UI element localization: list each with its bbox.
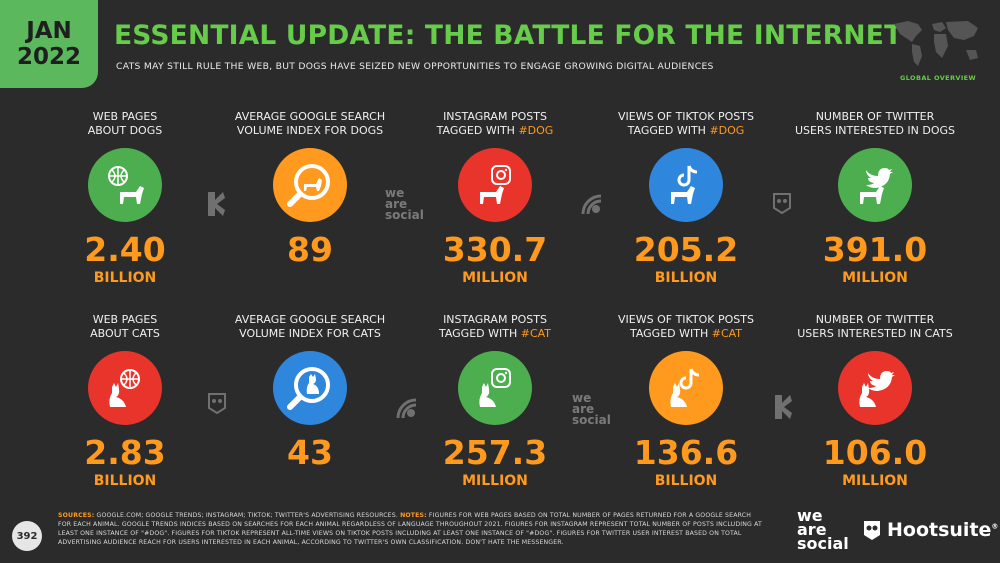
hootsuite-wordmark: Hootsuite® xyxy=(887,519,999,541)
page-subtitle: CATS MAY STILL RULE THE WEB, BUT DOGS HA… xyxy=(116,61,714,72)
stat-unit: BILLION xyxy=(93,270,157,286)
stat-tiktok-dogs: VIEWS OF TIKTOK POSTS TAGGED WITH #DOG 2… xyxy=(596,110,776,286)
stat-value: 136.6 xyxy=(633,433,739,472)
stat-label: AVERAGE GOOGLE SEARCH VOLUME INDEX FOR D… xyxy=(234,110,386,137)
footer-notes: SOURCES: GOOGLE.COM; GOOGLE TRENDS; INST… xyxy=(58,512,762,546)
stat-label: WEB PAGES ABOUT DOGS xyxy=(87,110,163,137)
stat-unit: BILLION xyxy=(93,473,157,489)
stat-label: INSTAGRAM POSTS TAGGED WITH #CAT xyxy=(438,313,552,340)
wearesocial-logo: we are social xyxy=(797,506,849,553)
stat-label: NUMBER OF TWITTER USERS INTERESTED IN CA… xyxy=(797,313,953,340)
twitter-dog-icon xyxy=(838,148,912,222)
tiktok-cat-icon xyxy=(649,351,723,425)
stat-unit: MILLION xyxy=(462,270,528,286)
stat-value: 106.0 xyxy=(822,433,928,472)
hootsuite-owl-separator-icon xyxy=(772,192,792,218)
dataportal-separator-icon xyxy=(580,193,604,221)
stat-instagram-dogs: INSTAGRAM POSTS TAGGED WITH #DOG 330.7 M… xyxy=(405,110,585,286)
stat-value: 205.2 xyxy=(633,230,739,269)
stat-unit: BILLION xyxy=(654,473,718,489)
globe-dog-icon xyxy=(88,148,162,222)
stat-google-index-dogs: AVERAGE GOOGLE SEARCH VOLUME INDEX FOR D… xyxy=(220,110,400,270)
stat-unit: MILLION xyxy=(842,270,908,286)
stat-google-index-cats: AVERAGE GOOGLE SEARCH VOLUME INDEX FOR C… xyxy=(220,313,400,473)
world-map-icon xyxy=(894,21,978,66)
stat-value: 2.40 xyxy=(84,230,166,269)
stat-value: 330.7 xyxy=(442,230,548,269)
twitter-cat-icon xyxy=(838,351,912,425)
kepios-separator-icon xyxy=(772,393,794,427)
hootsuite-owl-icon xyxy=(864,521,880,540)
magnifier-cat-icon xyxy=(273,351,347,425)
global-overview-label: GLOBAL OVERVIEW xyxy=(900,74,977,82)
wearesocial-separator-icon: we are social xyxy=(572,391,611,427)
stat-web-pages-cats: WEB PAGES ABOUT CATS 2.83 BILLION xyxy=(35,313,215,489)
page-title: ESSENTIAL UPDATE: THE BATTLE FOR THE INT… xyxy=(114,20,903,51)
stat-label: VIEWS OF TIKTOK POSTS TAGGED WITH #CAT xyxy=(618,313,754,340)
stat-web-pages-dogs: WEB PAGES ABOUT DOGS 2.40 BILLION xyxy=(35,110,215,286)
stat-tiktok-cats: VIEWS OF TIKTOK POSTS TAGGED WITH #CAT 1… xyxy=(596,313,776,489)
wearesocial-separator-icon: we are social xyxy=(385,186,424,222)
stat-label: VIEWS OF TIKTOK POSTS TAGGED WITH #DOG xyxy=(618,110,754,137)
tiktok-dog-icon xyxy=(649,148,723,222)
stat-unit: MILLION xyxy=(842,473,908,489)
date-year: 2022 xyxy=(16,44,81,70)
page-number: 392 xyxy=(12,521,42,551)
stat-unit: MILLION xyxy=(462,473,528,489)
stat-label: INSTAGRAM POSTS TAGGED WITH #DOG xyxy=(436,110,554,137)
date-month: JAN xyxy=(26,18,72,44)
stat-value: 391.0 xyxy=(822,230,928,269)
stat-label: NUMBER OF TWITTER USERS INTERESTED IN DO… xyxy=(794,110,956,137)
instagram-dog-icon xyxy=(458,148,532,222)
stat-value: 2.83 xyxy=(84,433,166,472)
date-badge: JAN 2022 xyxy=(0,0,98,88)
stat-label: WEB PAGES ABOUT CATS xyxy=(90,313,160,340)
hootsuite-logo: Hootsuite® xyxy=(862,519,998,541)
stat-value: 89 xyxy=(287,230,333,269)
stat-twitter-cats: NUMBER OF TWITTER USERS INTERESTED IN CA… xyxy=(785,313,965,489)
kepios-separator-icon xyxy=(205,190,227,224)
magnifier-dog-icon xyxy=(273,148,347,222)
hootsuite-owl-separator-icon xyxy=(207,392,227,418)
globe-cat-icon xyxy=(88,351,162,425)
dataportal-separator-icon xyxy=(395,397,419,425)
stat-label: AVERAGE GOOGLE SEARCH VOLUME INDEX FOR C… xyxy=(234,313,386,340)
stat-unit: BILLION xyxy=(654,270,718,286)
stat-value: 257.3 xyxy=(442,433,548,472)
stat-instagram-cats: INSTAGRAM POSTS TAGGED WITH #CAT 257.3 M… xyxy=(405,313,585,489)
instagram-cat-icon xyxy=(458,351,532,425)
stat-twitter-dogs: NUMBER OF TWITTER USERS INTERESTED IN DO… xyxy=(785,110,965,286)
stat-value: 43 xyxy=(287,433,333,472)
